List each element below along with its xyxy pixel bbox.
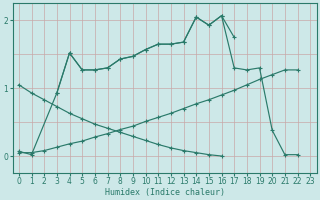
X-axis label: Humidex (Indice chaleur): Humidex (Indice chaleur) [105,188,225,197]
